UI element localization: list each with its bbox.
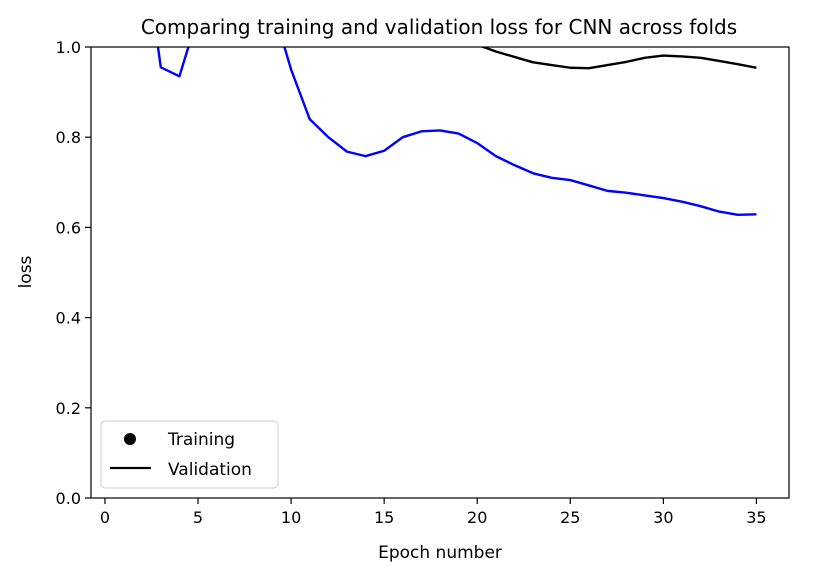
y-tick-label: 0.2 bbox=[56, 399, 81, 418]
x-tick-label: 10 bbox=[281, 508, 301, 527]
chart-title: Comparing training and validation loss f… bbox=[141, 15, 737, 39]
x-tick-label: 5 bbox=[193, 508, 203, 527]
legend-training-marker bbox=[124, 433, 136, 445]
plot-frame bbox=[90, 46, 790, 499]
series-line-0 bbox=[156, 47, 757, 216]
x-tick-label: 25 bbox=[560, 508, 580, 527]
series-line-1 bbox=[479, 47, 757, 70]
x-axis-label: Epoch number bbox=[378, 543, 502, 563]
legend-box bbox=[100, 420, 279, 489]
x-tick-label: 20 bbox=[467, 508, 487, 527]
y-tick-label: 0.0 bbox=[56, 489, 81, 508]
legend-validation-label: Validation bbox=[168, 460, 252, 480]
x-tick-label: 0 bbox=[100, 508, 110, 527]
x-tick-label: 35 bbox=[746, 508, 766, 527]
y-tick-label: 0.4 bbox=[56, 309, 81, 328]
x-tick-label: 15 bbox=[374, 508, 394, 527]
legend-training-label: Training bbox=[167, 430, 235, 450]
y-tick-label: 0.6 bbox=[56, 218, 81, 237]
x-tick-label: 30 bbox=[653, 508, 673, 527]
y-axis-label: loss bbox=[16, 255, 36, 288]
y-tick-label: 0.8 bbox=[56, 128, 81, 147]
legend: Training Validation bbox=[100, 420, 279, 489]
y-tick-label: 1.0 bbox=[56, 38, 81, 57]
